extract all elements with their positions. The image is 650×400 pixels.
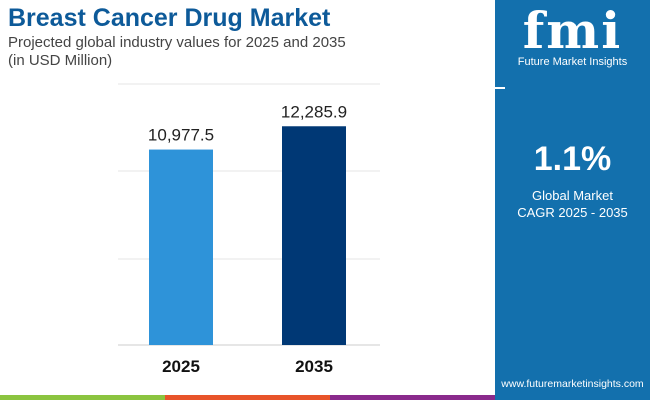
side-panel: fmi Future Market Insights 1.1% Global M… — [495, 0, 650, 400]
bar-2025 — [149, 149, 213, 345]
unit-text: (in USD Million) — [8, 52, 113, 69]
page-title: Breast Cancer Drug Market — [8, 4, 331, 32]
value-label: 10,977.5 — [148, 126, 214, 145]
logo-name: Future Market Insights — [517, 56, 628, 68]
subtitle: Projected global industry values for 202… — [8, 34, 408, 70]
footer-bar-purple — [330, 395, 495, 400]
website-url: www.futuremarketinsights.com — [501, 378, 644, 390]
bar-2035 — [282, 126, 346, 345]
divider — [495, 87, 505, 89]
category-label: 2035 — [295, 357, 333, 376]
value-label: 12,285.9 — [281, 102, 347, 121]
cagr-label-2: CAGR 2025 - 2035 — [517, 205, 628, 220]
category-label: 2025 — [162, 357, 200, 376]
fmi-logo: fmi Future Market Insights — [495, 1, 650, 69]
footer-bar-orange — [165, 395, 330, 400]
cagr-label: Global Market CAGR 2025 - 2035 — [495, 187, 650, 221]
cagr-value: 1.1% — [533, 140, 612, 178]
bar-chart: 10,977.5 2025 12,285.9 2035 — [118, 83, 380, 376]
subtitle-text: Projected global industry values for 202… — [8, 34, 346, 51]
footer-bar-green — [0, 395, 165, 400]
logo-mark: fmi — [522, 1, 623, 60]
cagr-label-1: Global Market — [532, 188, 613, 203]
